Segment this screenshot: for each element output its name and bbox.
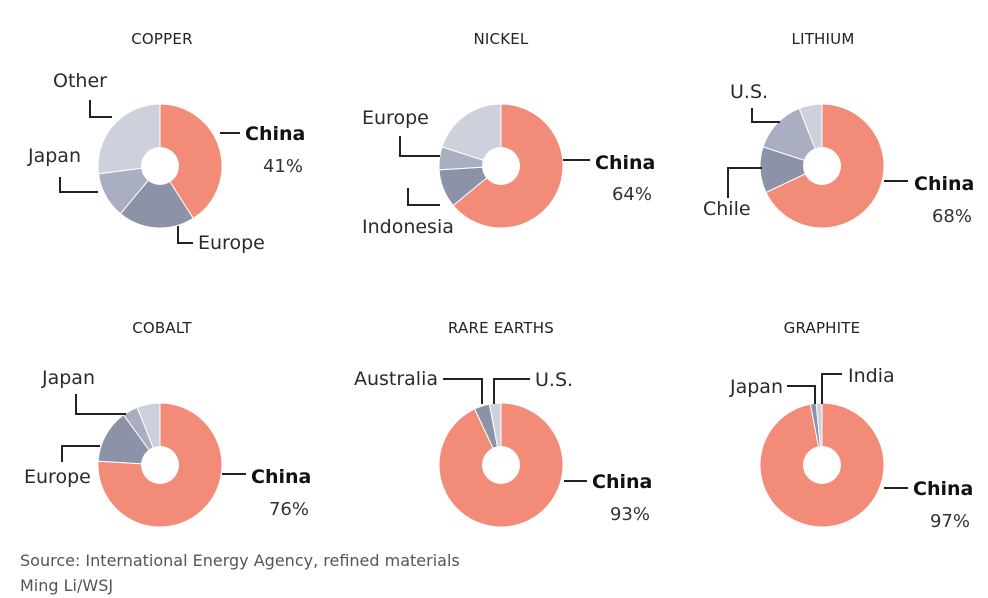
slice-label-lithium-china: China [914,173,974,195]
chart-title-cobalt: COBALT [132,319,192,337]
slice-label-nickel-europe: Europe [362,107,429,129]
leader-line-copper-other [89,100,112,118]
slice-label-graphite-india: India [848,365,895,387]
value-label-rare-earths-china: 93% [610,504,650,525]
slice-label-lithium-chile: Chile [703,198,751,220]
value-label-cobalt-china: 76% [269,499,309,520]
slice-label-copper-other: Other [53,70,107,92]
leader-line-cobalt-japan [75,394,126,415]
chart-cobalt: COBALT China 76% Europe Japan [24,319,311,528]
slice-copper-europe [119,165,194,229]
slice-cobalt-europe [97,414,162,466]
value-label-graphite-china: 97% [930,511,970,532]
leader-line-copper-europe [177,226,193,244]
donut-hole-nickel [482,147,520,185]
chart-title-nickel: NICKEL [474,30,529,48]
value-label-copper-china: 41% [263,156,303,177]
leader-line-nickel-europe [399,136,440,157]
donut-hole-cobalt [141,446,179,484]
chart-title-copper: COPPER [131,30,192,48]
donut-hole-lithium [803,147,841,185]
leader-line-graphite-india [821,373,842,404]
chart-rare-earths: RARE EARTHS China 93% Australia U.S. [354,319,652,528]
chart-lithium: LITHIUM China 68% Chile U.S. [703,30,974,229]
leader-line-cobalt-europe [61,445,100,462]
slice-label-cobalt-europe: Europe [24,466,91,488]
leader-line-rare-earths-australia [443,378,483,404]
slice-label-rare-earths-china: China [592,471,652,493]
chart-nickel: NICKEL China 64% Indonesia Europe [362,30,655,238]
chart-title-graphite: GRAPHITE [784,319,861,337]
chart-copper: COPPER China 41% Europe Japan Other [27,30,305,254]
slice-label-nickel-indonesia: Indonesia [362,216,454,238]
slice-label-graphite-china: China [913,478,973,500]
leader-line-lithium-chile [727,167,762,198]
source-note: Source: International Energy Agency, ref… [20,551,460,570]
credit-line: Ming Li/WSJ [20,576,114,595]
donut-hole-graphite [803,446,841,484]
slice-label-rare-earths-u-s: U.S. [535,369,573,391]
slice-label-rare-earths-australia: Australia [354,368,438,390]
slice-label-copper-china: China [245,123,305,145]
slice-nickel-other-3 [441,103,502,167]
leader-line-nickel-indonesia [407,188,440,206]
leader-line-rare-earths-u-s [493,378,530,404]
slice-label-nickel-china: China [595,152,655,174]
leader-line-copper-japan [59,177,98,193]
leader-line-graphite-japan [787,385,816,404]
slice-label-cobalt-japan: Japan [41,367,95,389]
value-label-nickel-china: 64% [612,184,652,205]
slice-label-copper-japan: Japan [27,145,81,167]
slice-label-graphite-japan: Japan [729,376,783,398]
donut-chart-grid: COPPER China 41% Europe Japan Other NICKEL Chin… [24,30,974,532]
chart-title-rare-earths: RARE EARTHS [448,319,554,337]
donut-hole-rare-earths [482,446,520,484]
chart-title-lithium: LITHIUM [792,30,855,48]
chart-graphite: GRAPHITE China 97% Japan India [729,319,973,532]
leader-line-lithium-u-s [751,108,780,123]
slice-label-copper-europe: Europe [198,232,265,254]
value-label-lithium-china: 68% [932,206,972,227]
slice-label-cobalt-china: China [251,466,311,488]
slice-label-lithium-u-s: U.S. [730,81,768,103]
donut-hole-copper [141,147,179,185]
